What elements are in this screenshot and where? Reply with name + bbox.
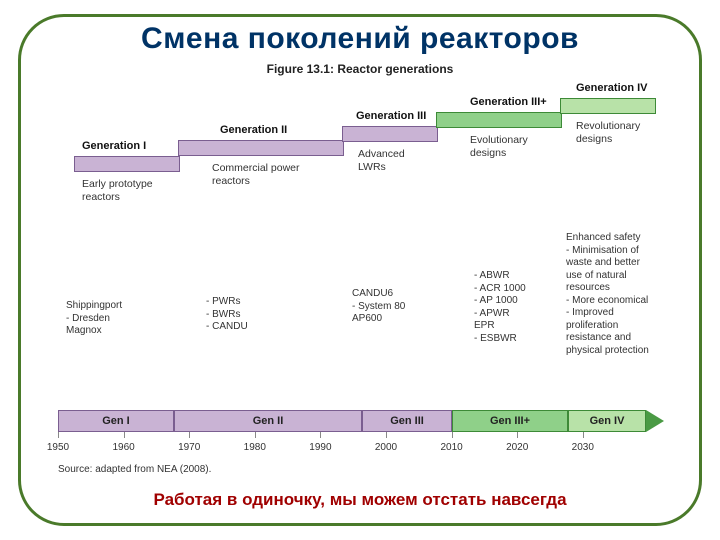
bottom-note: Работая в одиночку, мы можем отстать нав… <box>0 490 720 510</box>
year-label: 2010 <box>440 442 462 453</box>
timeline-seg-0: Gen I <box>58 410 174 432</box>
source-text: Source: adapted from NEA (2008). <box>58 464 211 475</box>
year-tick <box>583 432 584 438</box>
gen-details-gen1: Shippingport - Dresden Magnox <box>66 300 122 338</box>
gen-desc-gen3: Advanced LWRs <box>358 148 405 174</box>
gen-desc-gen2: Commercial power reactors <box>212 162 300 188</box>
figure-caption: Figure 13.1: Reactor generations <box>0 62 720 76</box>
gen-desc-gen4: Revolutionary designs <box>576 120 640 146</box>
gen-desc-gen3p: Evolutionary designs <box>470 134 528 160</box>
gen-label-gen4: Generation IV <box>576 82 648 94</box>
gen-label-gen3p: Generation III+ <box>470 96 547 108</box>
year-tick <box>189 432 190 438</box>
gen-bar-gen2 <box>178 140 344 156</box>
gen-label-gen2: Generation II <box>220 124 287 136</box>
year-label: 2000 <box>375 442 397 453</box>
year-tick <box>452 432 453 438</box>
gen-label-gen3: Generation III <box>356 110 426 122</box>
gen-details-gen3p: - ABWR - ACR 1000 - AP 1000 - APWR EPR -… <box>474 270 526 345</box>
timeline-seg-2: Gen III <box>362 410 452 432</box>
gen-details-gen4: Enhanced safety - Minimisation of waste … <box>566 232 649 357</box>
year-tick <box>517 432 518 438</box>
year-tick <box>386 432 387 438</box>
year-label: 1990 <box>309 442 331 453</box>
gen-desc-gen1: Early prototype reactors <box>82 178 153 204</box>
year-label: 1980 <box>244 442 266 453</box>
year-label: 1970 <box>178 442 200 453</box>
year-label: 2030 <box>572 442 594 453</box>
year-label: 2020 <box>506 442 528 453</box>
slide-title: Смена поколений реакторов <box>0 22 720 56</box>
gen-label-gen1: Generation I <box>82 140 146 152</box>
gen-details-gen3: CANDU6 - System 80 AP600 <box>352 288 405 326</box>
year-tick <box>320 432 321 438</box>
year-label: 1960 <box>112 442 134 453</box>
timeline-seg-4: Gen IV <box>568 410 646 432</box>
timeline-seg-1: Gen II <box>174 410 362 432</box>
year-tick <box>255 432 256 438</box>
year-tick <box>124 432 125 438</box>
gen-bar-gen4 <box>560 98 656 114</box>
gen-bar-gen3p <box>436 112 562 128</box>
gen-bar-gen3 <box>342 126 438 142</box>
timeline-arrow-icon <box>646 410 664 432</box>
year-label: 1950 <box>47 442 69 453</box>
year-tick <box>58 432 59 438</box>
gen-details-gen2: - PWRs - BWRs - CANDU <box>206 296 248 334</box>
timeline-seg-3: Gen III+ <box>452 410 568 432</box>
gen-bar-gen1 <box>74 156 180 172</box>
